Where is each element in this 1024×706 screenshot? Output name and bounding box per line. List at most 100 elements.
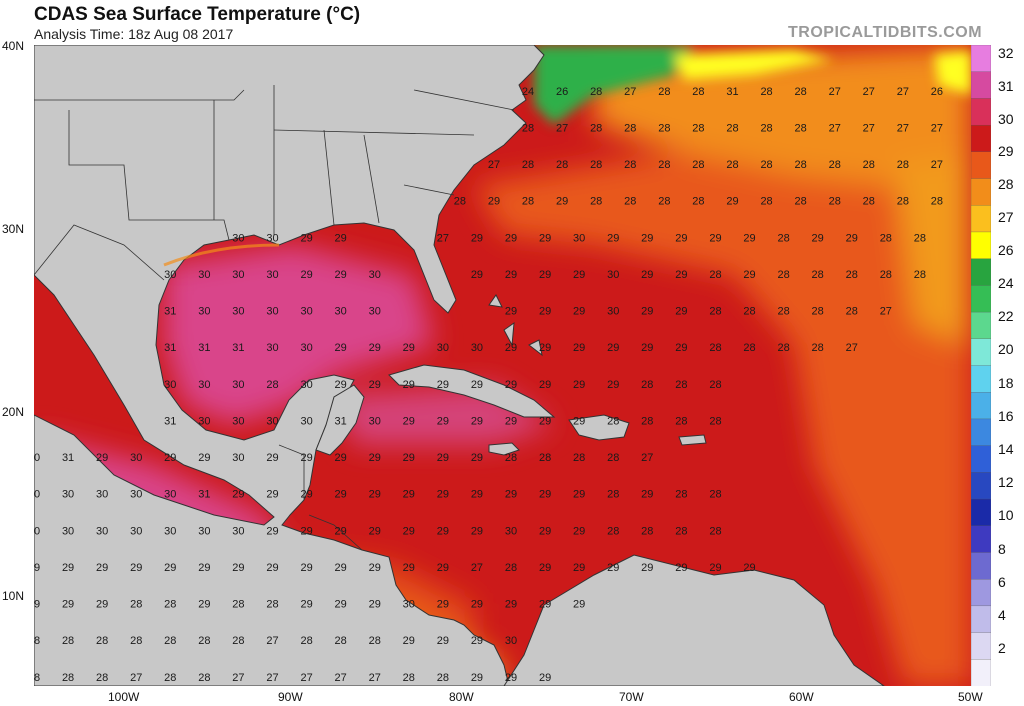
sst-value-label: 31: [198, 489, 210, 501]
sst-map: 24 26 28 27 28 28 31 28 28 27 27 27 26 28 27 28 28 28 28 28…: [34, 45, 971, 686]
sst-value-label: 27: [931, 122, 943, 134]
sst-value-label: 29: [573, 306, 585, 318]
sst-value-label: 27: [829, 86, 841, 98]
sst-value-label: 29: [573, 269, 585, 281]
sst-value-label: 28: [795, 196, 807, 208]
sst-value-label: 28: [692, 86, 704, 98]
landmass-bahamas: [488, 294, 543, 357]
colorbar-label: 14: [998, 441, 1014, 457]
sst-value-label: 28: [539, 452, 551, 464]
sst-value-label: 29: [573, 415, 585, 427]
colorbar-segment: [971, 71, 991, 100]
sst-value-label: 28: [454, 196, 466, 208]
state-line-8: [403, 184, 455, 196]
sst-value-label: 29: [726, 196, 738, 208]
colorbar-label: 8: [998, 540, 1006, 557]
sst-value-label: 29: [335, 342, 347, 354]
colorbar-label: 26: [998, 241, 1014, 258]
sst-value-label: 29: [573, 599, 585, 611]
sst-zone-yellow-northeast: [934, 50, 971, 95]
sst-value-label: 27: [863, 86, 875, 98]
sst-value-label: 28: [164, 635, 176, 647]
sst-value-label: 29: [505, 599, 517, 611]
colorbar-label: 10: [998, 507, 1014, 524]
sst-value-label: 29: [335, 525, 347, 537]
colorbar-segment: [971, 151, 991, 180]
colorbar-segment: [971, 205, 991, 233]
sst-value-label: 28: [743, 342, 755, 354]
sst-value-label: 29: [369, 562, 381, 574]
sst-value-label: 28: [96, 672, 108, 684]
sst-value-label: 29: [403, 635, 415, 647]
sst-value-label: 28: [505, 452, 517, 464]
sst-value-label: 28: [232, 599, 244, 611]
sst-value-label: 28: [335, 635, 347, 647]
colorbar-segment: [971, 365, 991, 393]
sst-value-label: 31: [335, 415, 347, 427]
sst-value-label: 29: [34, 562, 40, 574]
sst-value-label: 30: [300, 415, 312, 427]
sst-value-label: 30: [266, 232, 278, 244]
sst-value-label: 29: [505, 379, 517, 391]
sst-value-label: 29: [335, 489, 347, 501]
landmass-puerto-rico: [678, 434, 707, 446]
landmass-south-america: [503, 554, 885, 686]
colorbar-segment: [971, 45, 991, 73]
sst-value-label: 29: [675, 306, 687, 318]
sst-value-label: 29: [539, 269, 551, 281]
sst-value-label: 29: [471, 232, 483, 244]
sst-value-label: 29: [471, 672, 483, 684]
colorbar-segment: [971, 525, 991, 554]
sst-value-label: 29: [198, 599, 210, 611]
sst-value-label: 28: [624, 159, 636, 171]
sst-value-label: 27: [556, 122, 568, 134]
sst-value-label: 29: [96, 452, 108, 464]
map-title: CDAS Sea Surface Temperature (°C): [34, 4, 361, 25]
sst-value-label: 28: [709, 489, 721, 501]
sst-value-label: 28: [863, 159, 875, 171]
colorbar-segment: [971, 605, 991, 634]
sst-zone-yellow-north: [674, 50, 834, 80]
sst-value-label: 28: [777, 232, 789, 244]
sst-value-label: 29: [300, 269, 312, 281]
sst-value-label: 29: [130, 562, 142, 574]
colorbar-label: 29: [998, 143, 1014, 160]
sst-zone-green-shelf: [534, 45, 694, 125]
sst-value-label: 30: [369, 415, 381, 427]
sst-value-label: 29: [266, 489, 278, 501]
sst-value-label: 30: [130, 452, 142, 464]
sst-value-label: 29: [403, 415, 415, 427]
sst-value-label: 29: [34, 599, 40, 611]
sst-value-label: 29: [437, 635, 449, 647]
land: [34, 45, 885, 686]
landmass-hispaniola: [568, 414, 630, 441]
sst-value-label: 29: [675, 232, 687, 244]
colorbar-label: 12: [998, 474, 1014, 491]
sst-value-label: 29: [539, 415, 551, 427]
colorbar-label: 31: [998, 77, 1014, 94]
sst-value-label: 28: [777, 342, 789, 354]
sst-value-label: 30: [300, 306, 312, 318]
sst-value-label: 28: [829, 159, 841, 171]
sst-value-label: 28: [96, 635, 108, 647]
sst-value-label: 29: [437, 562, 449, 574]
sst-value-label: 30: [198, 525, 210, 537]
sst-value-label: 28: [726, 159, 738, 171]
sst-value-label: 31: [164, 342, 176, 354]
sst-value-label: 29: [505, 269, 517, 281]
sst-value-label: 29: [641, 562, 653, 574]
colorbar-segment: [971, 178, 991, 206]
sst-value-label: 28: [34, 672, 40, 684]
sst-value-label: 29: [437, 525, 449, 537]
sst-value-label: 29: [743, 232, 755, 244]
sst-value-label: 30: [34, 525, 40, 537]
sst-value-label: 29: [335, 379, 347, 391]
lon-label-100w: 100W: [108, 690, 140, 704]
sst-value-label: 31: [164, 415, 176, 427]
colorbar-segment: [971, 445, 991, 473]
sst-value-label: 29: [335, 452, 347, 464]
sst-value-label: 30: [232, 525, 244, 537]
sst-zone-orange-atlantic: [474, 105, 971, 686]
sst-value-label: 29: [573, 342, 585, 354]
sst-value-label: 28: [675, 489, 687, 501]
